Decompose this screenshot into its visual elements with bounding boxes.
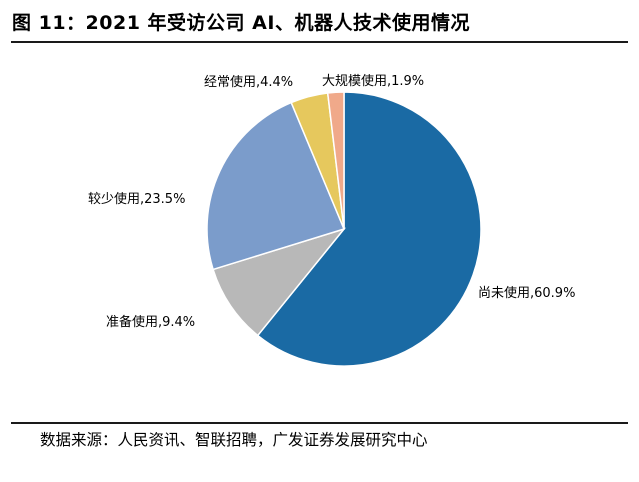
chart-title: 图 11：2021 年受访公司 AI、机器人技术使用情况 [12, 12, 470, 34]
data-source-note: 数据来源：人民资讯、智联招聘，广发证券发展研究中心 [40, 431, 428, 449]
title-divider [11, 41, 628, 43]
slice-label-not-yet-using: 尚未使用,60.9% [478, 285, 575, 301]
slice-label-large-scale-using: 大规模使用,1.9% [322, 73, 424, 89]
slice-label-frequently-using: 经常使用,4.4% [204, 74, 293, 90]
slice-label-rarely-using: 较少使用,23.5% [88, 191, 185, 207]
pie-slice-not-yet-using [256, 91, 482, 367]
pie-slice-large-scale-using [326, 91, 345, 230]
pie-labels: 尚未使用,60.9% 准备使用,9.4% 较少使用,23.5% 经常使用,4.4% 大规… [88, 73, 575, 330]
pie-slice-preparing-to-use [212, 227, 347, 337]
pie-slice-rarely-using [206, 101, 346, 271]
source-divider [11, 422, 628, 424]
pie-slices [206, 91, 482, 367]
slice-label-preparing-to-use: 准备使用,9.4% [106, 314, 195, 330]
